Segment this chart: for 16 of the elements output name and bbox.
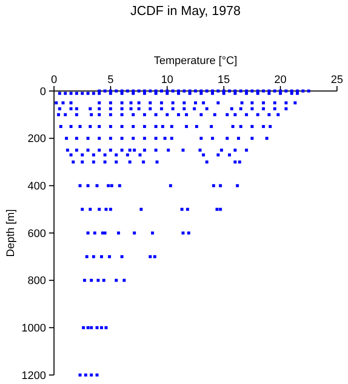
x-axis-title: Temperature [°C]: [154, 55, 238, 67]
y-axis-title: Depth [m]: [5, 209, 17, 257]
y-tick-label: 1000: [22, 322, 46, 335]
y-tick-label: 200: [28, 133, 46, 146]
x-tick-label: 10: [161, 74, 174, 86]
x-tick-label: 25: [330, 74, 344, 86]
chart-title: JCDF in May, 1978: [130, 3, 241, 18]
y-tick-label: 0: [40, 86, 46, 98]
y-tick-label: 1200: [22, 370, 46, 382]
y-tick-label: 600: [28, 228, 46, 240]
x-tick-label: 20: [274, 74, 287, 86]
x-tick-label: 5: [108, 74, 114, 86]
y-tick-label: 800: [28, 275, 46, 288]
x-tick-label: 15: [218, 74, 230, 86]
x-tick-label: 0: [50, 74, 58, 86]
y-tick-label: 400: [28, 180, 46, 193]
